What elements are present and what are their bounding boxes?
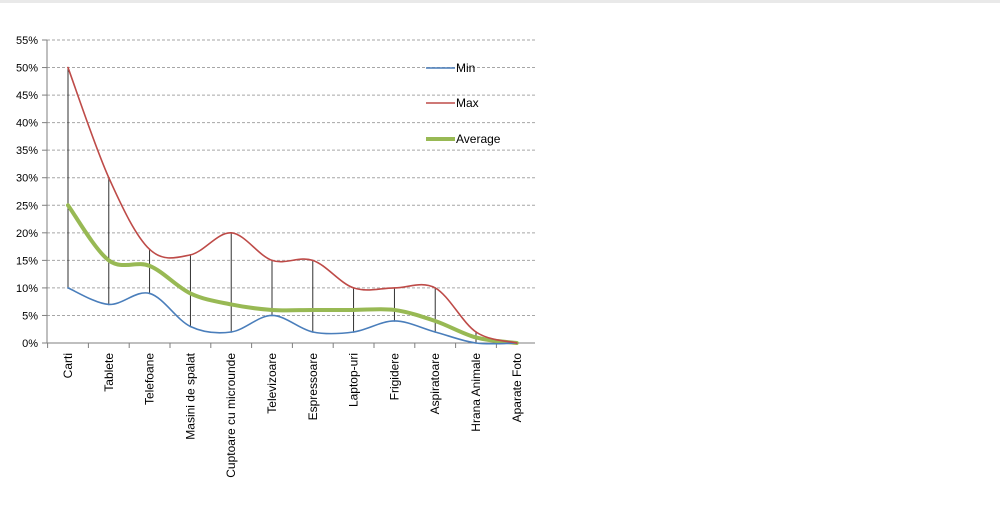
y-tick-label: 25% (16, 200, 38, 212)
top-border-strip (0, 0, 1000, 3)
data-point-max (271, 259, 273, 262)
data-point-average (271, 309, 273, 311)
data-point-max (67, 66, 69, 69)
data-point-min (230, 331, 232, 333)
y-tick-label: 5% (22, 310, 38, 322)
data-point-min (67, 287, 69, 289)
data-point-max (475, 331, 477, 333)
x-tick-label: Hrana Animale (469, 353, 483, 432)
data-point-average (475, 336, 477, 339)
data-point-min (434, 331, 437, 333)
y-tick-label: 0% (22, 338, 38, 350)
data-point-max (108, 176, 110, 179)
gridlines (47, 39, 535, 316)
data-point-average (108, 259, 110, 262)
data-point-average (148, 265, 151, 267)
axes: 0% 5% 10% 15% 20% 25% 30% 35% 40% 45% 50% 55% Carti T… (16, 35, 535, 478)
data-point-max (312, 259, 314, 262)
legend-label-min: Min (456, 61, 475, 75)
data-point-average (312, 309, 314, 311)
x-tick-label: Cuptoare cu microunde (224, 353, 238, 478)
y-tick-label: 50% (16, 63, 38, 75)
data-point-average (352, 309, 355, 311)
data-point-max (230, 232, 232, 234)
x-tick-label: Televizoare (265, 353, 279, 414)
data-point-average (393, 309, 396, 311)
y-tick-label: 30% (16, 173, 38, 185)
x-tick-label: Telefoane (143, 353, 157, 405)
data-point-average (67, 204, 69, 207)
data-point-min (148, 292, 151, 295)
data-point-max (393, 287, 396, 289)
drop-lines (67, 67, 477, 343)
x-tick-label: Tablete (102, 353, 116, 392)
series-lines (66, 66, 519, 345)
y-tick-label: 45% (16, 90, 38, 102)
x-tick-label: Frigidere (387, 353, 401, 401)
x-tick-label: Aspiratoare (428, 353, 442, 415)
data-point-min (352, 331, 355, 333)
legend-label-average: Average (456, 132, 501, 146)
data-point-min (475, 342, 477, 344)
data-point-average (434, 320, 437, 322)
data-point-max (352, 287, 355, 289)
data-point-min (271, 314, 273, 317)
y-tick-label: 35% (16, 145, 38, 157)
y-tick-label: 15% (16, 255, 38, 267)
y-tick-label: 40% (16, 118, 38, 130)
x-tick-label: Carti (61, 353, 75, 378)
y-tick-label: 10% (16, 283, 38, 295)
y-tick-label: 20% (16, 228, 38, 240)
data-point-max (516, 342, 518, 344)
data-point-min (189, 325, 192, 328)
x-tick-label: Laptop-uri (347, 353, 361, 407)
legend: Min Max Average (426, 61, 501, 146)
data-point-average (230, 303, 232, 306)
data-point-min (312, 331, 314, 333)
data-point-average (189, 292, 192, 295)
data-point-min (393, 320, 396, 322)
series-line-average (66, 203, 519, 345)
y-tick-label: 55% (16, 35, 38, 47)
data-point-max (148, 248, 151, 251)
data-point-max (434, 287, 437, 289)
legend-label-max: Max (456, 96, 479, 110)
x-tick-label: Espressoare (306, 353, 320, 421)
data-point-min (108, 303, 110, 306)
x-tick-label: Aparate Foto (510, 353, 524, 423)
x-tick-label: Masini de spalat (183, 352, 197, 439)
data-point-max (189, 254, 192, 256)
series-line-min (67, 287, 518, 345)
